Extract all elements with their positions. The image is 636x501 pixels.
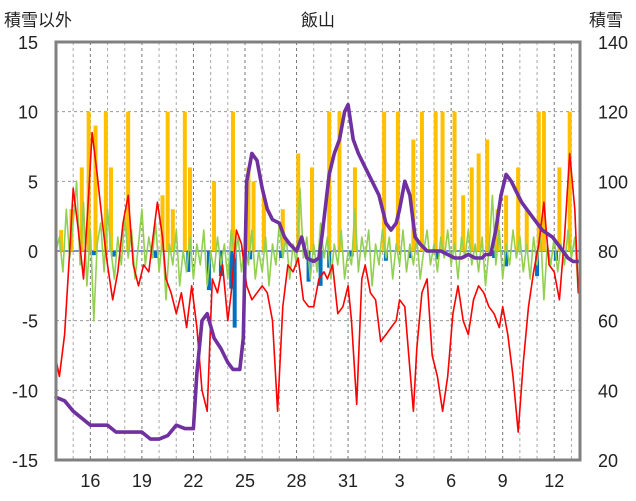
- x-tick-label: 16: [80, 471, 100, 491]
- precip-bar: [153, 251, 158, 258]
- snowfall-bar: [296, 153, 301, 251]
- tick-labels: 15 10 5 0 -5 -10 -15 140 120 100 80 60 40 20 16 19 22 25 2…: [12, 33, 628, 491]
- snowfall-bar: [170, 209, 175, 251]
- precip-bar: [279, 251, 284, 258]
- right-tick-label: 60: [598, 312, 618, 332]
- x-tick-label: 28: [287, 471, 307, 491]
- snowfall-bar: [469, 167, 474, 251]
- snowfall-bar: [433, 111, 438, 252]
- snowfall-bar: [504, 195, 509, 251]
- snowfall-bar: [524, 209, 529, 251]
- snowfall-bar: [461, 195, 466, 251]
- snowfall-bar: [182, 111, 187, 252]
- snowfall-bar: [108, 167, 113, 251]
- right-tick-label: 120: [598, 103, 628, 123]
- precip-bar: [318, 251, 323, 286]
- snowfall-bar: [251, 181, 256, 251]
- x-tick-label: 31: [338, 471, 358, 491]
- x-tick-label: 22: [183, 471, 203, 491]
- right-tick-label: 20: [598, 451, 618, 471]
- left-tick-label: 10: [18, 103, 38, 123]
- snowfall-bar: [516, 167, 521, 251]
- precip-bar: [504, 251, 509, 267]
- snowfall-bar: [419, 111, 424, 252]
- line-series: [54, 102, 581, 441]
- left-tick-label: 5: [28, 172, 38, 192]
- precip-bar: [229, 251, 234, 289]
- snowfall-bar: [411, 139, 416, 251]
- snowfall-bar: [126, 111, 131, 252]
- snowfall-bar: [557, 167, 562, 251]
- left-tick-label: -10: [12, 381, 38, 401]
- snowfall-bar: [165, 111, 170, 252]
- right-tick-label: 40: [598, 381, 618, 401]
- snowfall-bar: [230, 111, 235, 252]
- temperature-line: [55, 131, 580, 433]
- precip-bar: [435, 251, 440, 260]
- x-tick-label: 19: [132, 471, 152, 491]
- x-tick-label: 3: [395, 471, 405, 491]
- left-axis-label: 積雪以外: [4, 11, 72, 30]
- snowfall-bar: [382, 111, 387, 252]
- left-tick-label: -5: [22, 312, 38, 332]
- right-tick-label: 140: [598, 33, 628, 53]
- x-tick-label: 9: [498, 471, 508, 491]
- snowfall-bar: [59, 230, 64, 251]
- left-tick-label: 15: [18, 33, 38, 53]
- left-tick-label: 0: [28, 242, 38, 262]
- snowfall-bar: [452, 111, 457, 252]
- snowfall-bar: [309, 167, 314, 251]
- x-tick-label: 25: [235, 471, 255, 491]
- snowfall-bar: [246, 167, 251, 251]
- snowfall-bar: [79, 167, 84, 251]
- snowfall-bar: [212, 181, 217, 251]
- wind-line: [55, 180, 580, 322]
- right-tick-label: 100: [598, 172, 628, 192]
- precip-bar: [91, 251, 96, 256]
- snowfall-bar: [93, 125, 98, 251]
- right-tick-label: 80: [598, 242, 618, 262]
- snowfall-bar: [485, 139, 490, 251]
- snowfall-bar: [567, 111, 572, 252]
- precip-bar: [492, 251, 497, 258]
- snowfall-bar: [337, 111, 342, 252]
- snowfall-bar: [536, 111, 541, 252]
- snowfall-bar: [160, 195, 165, 251]
- left-tick-label: -15: [12, 451, 38, 471]
- snowfall-bar: [261, 195, 266, 251]
- snowfall-bar: [440, 111, 445, 252]
- snowfall-bar: [103, 111, 108, 252]
- snowfall-bar: [476, 153, 481, 251]
- snowfall-bar: [395, 111, 400, 252]
- snowfall-bar: [188, 167, 193, 251]
- x-tick-label: 12: [544, 471, 564, 491]
- snow_depth-line: [54, 102, 581, 441]
- precip-bar: [407, 251, 412, 258]
- chart-title: 飯山: [301, 11, 335, 30]
- snowfall-bar: [541, 111, 546, 252]
- precip-bar: [232, 251, 237, 328]
- x-tick-label: 6: [446, 471, 456, 491]
- plot-frame: [54, 40, 582, 462]
- precip-bar: [112, 251, 117, 257]
- right-axis-label: 積雪: [589, 11, 623, 30]
